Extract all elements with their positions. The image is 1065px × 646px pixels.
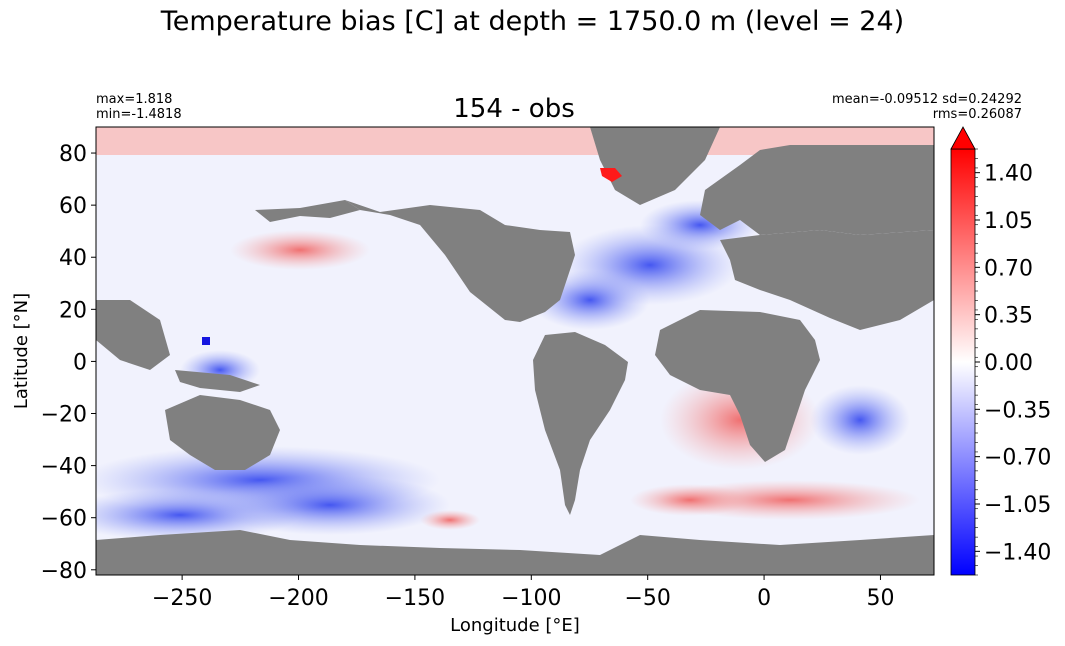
x-axis: −250 −200 −150 −100 −50 0 50	[152, 575, 894, 611]
land-greenland	[590, 127, 720, 205]
y-tick-label: 40	[59, 246, 87, 271]
y-tick-label: 20	[59, 298, 87, 323]
stat-max: max=1.818	[96, 92, 173, 107]
y-tick-label: −80	[41, 559, 87, 584]
colorbar-tick-label: −0.35	[984, 398, 1051, 423]
x-tick-label: −200	[268, 586, 328, 611]
y-tick-label: −40	[41, 455, 87, 480]
bias-hotspot-arctic	[600, 168, 622, 182]
stats-left: max=1.818 min=-1.4818	[96, 92, 182, 122]
colorbar-gradient	[950, 148, 976, 576]
colorbar-extend-arrow	[950, 126, 976, 150]
x-tick-label: 50	[866, 586, 894, 611]
axes-title: 154 - obs	[453, 94, 575, 124]
land-north-america	[345, 200, 575, 322]
x-tick-label: −150	[385, 586, 445, 611]
x-tick-label: −250	[152, 586, 212, 611]
colorbar-tick-label: 1.05	[984, 209, 1033, 234]
bias-coldspot-pacific	[202, 337, 210, 345]
colorbar-tick-label: −1.40	[984, 540, 1051, 565]
x-tick-label: 0	[757, 586, 771, 611]
colorbar-tick-label: −0.70	[984, 446, 1051, 471]
land-africa	[655, 310, 820, 462]
y-tick-label: −20	[41, 403, 87, 428]
land-south-america	[533, 332, 628, 515]
bias-region	[420, 510, 480, 530]
x-tick-label: −50	[624, 586, 670, 611]
x-tick-label: −100	[501, 586, 561, 611]
land-asia-east	[96, 127, 934, 235]
colorbar-tick-label: 1.40	[984, 162, 1033, 187]
stats-right: mean=-0.09512 sd=0.24292 rms=0.26087	[832, 92, 1022, 122]
bias-region	[630, 484, 750, 516]
y-axis: −80 −60 −40 −20 0 20 40 60 80	[41, 142, 96, 584]
colorbar-tick-label: 0.70	[984, 256, 1033, 281]
colorbar-tick-label: 0.35	[984, 304, 1033, 329]
land-antarctica	[96, 530, 934, 575]
y-tick-label: 0	[73, 350, 87, 375]
stat-rms: rms=0.26087	[932, 107, 1022, 122]
plot-frame	[95, 126, 935, 576]
land-asia-pacific-west	[96, 300, 170, 370]
land-europe	[720, 230, 934, 330]
bias-region	[810, 385, 910, 455]
y-axis-label: Latitude [°N]	[11, 293, 32, 409]
stat-mean-sd: mean=-0.09512 sd=0.24292	[831, 92, 1022, 107]
bias-region	[210, 475, 450, 535]
y-tick-label: 60	[59, 194, 87, 219]
y-tick-label: −60	[41, 507, 87, 532]
colorbar-tick-label: 0.00	[984, 351, 1033, 376]
bias-region	[230, 230, 370, 270]
map-field	[96, 127, 934, 575]
land-north-america-west	[255, 200, 360, 222]
land-indonesia	[175, 370, 260, 392]
x-axis-label: Longitude [°E]	[450, 615, 580, 636]
land-australia	[165, 395, 280, 470]
colorbar-ticks: −1.40 −1.05 −0.70 −0.35 0.00 0.35 0.70 1.05 1.40	[975, 148, 1051, 576]
y-tick-label: 80	[59, 142, 87, 167]
colorbar-tick-label: −1.05	[984, 493, 1051, 518]
colorbar: −1.40 −1.05 −0.70 −0.35 0.00 0.35 0.70 1.05 1.40	[950, 126, 1051, 576]
stat-min: min=-1.4818	[96, 107, 182, 122]
figure-suptitle: Temperature bias [C] at depth = 1750.0 m…	[160, 6, 905, 37]
